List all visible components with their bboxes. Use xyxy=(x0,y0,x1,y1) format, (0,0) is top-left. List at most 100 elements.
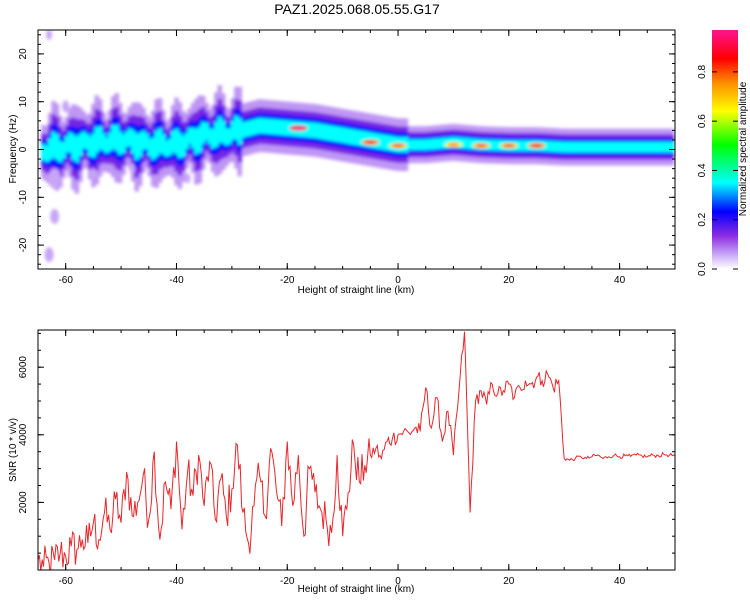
heatmap-cell xyxy=(323,124,329,140)
heatmap-cell xyxy=(652,141,658,153)
heatmap-cell xyxy=(303,121,309,138)
snr-y-tick-label: 4000 xyxy=(18,423,29,446)
spectrogram-x-tick-label: -40 xyxy=(169,275,184,286)
heatmap-cell xyxy=(217,116,223,143)
spectrogram-x-tick-label: 0 xyxy=(395,275,401,286)
heatmap-cell xyxy=(656,141,661,153)
heatmap-cell xyxy=(579,141,585,153)
heatmap-cell xyxy=(523,140,528,152)
heatmap-cell xyxy=(94,126,100,153)
snr-x-ticks: -60 -40 -20 0 20 40 xyxy=(37,330,676,587)
heatmap-cell xyxy=(563,141,568,153)
heatmap-cell xyxy=(61,142,66,159)
heatmap-cell xyxy=(360,130,365,147)
heatmap-noise-patch xyxy=(44,247,54,263)
heatmap-cell xyxy=(190,127,196,148)
heatmap-cell xyxy=(230,120,236,140)
heatmap-cell xyxy=(97,126,103,149)
heatmap-cell xyxy=(636,141,641,153)
heatmap-cell xyxy=(111,124,116,149)
heatmap-cell xyxy=(117,131,123,155)
heatmap-cell xyxy=(273,119,279,135)
heatmap-cell xyxy=(496,139,502,151)
heatmap-cell xyxy=(81,131,86,149)
heatmap-cell xyxy=(177,132,183,159)
colorbar-ticks: 0.0 0.2 0.4 0.6 0.8 xyxy=(697,64,738,276)
heatmap-cell xyxy=(254,118,259,135)
heatmap-cell xyxy=(583,141,588,153)
heatmap-cell xyxy=(184,132,189,149)
heatmap-cell xyxy=(307,122,312,138)
heatmap-cell xyxy=(543,140,548,152)
heatmap-cell xyxy=(343,128,349,144)
spectrogram-x-tick-label: 20 xyxy=(503,275,515,286)
heatmap-cell xyxy=(127,128,133,147)
heatmap-cell xyxy=(164,140,169,157)
colorbar-tick-label: 0.8 xyxy=(697,64,708,78)
heatmap-cell xyxy=(350,129,356,145)
heatmap-cell xyxy=(340,127,346,143)
heatmap-cell xyxy=(353,129,359,146)
heatmap-cell xyxy=(622,141,628,153)
heatmap-cell xyxy=(553,141,558,153)
heatmap-cell xyxy=(220,120,226,143)
heatmap-cell xyxy=(519,140,525,152)
spectrogram-x-label: Height of straight line (km) xyxy=(298,285,415,296)
heatmap-cell xyxy=(270,119,276,135)
heatmap-peak xyxy=(364,140,377,145)
colorbar-gradient xyxy=(712,30,738,269)
heatmap-cell xyxy=(167,138,173,156)
heatmap-cell xyxy=(493,139,498,151)
spectrogram-x-tick-label: -20 xyxy=(280,275,295,286)
heatmap-cell xyxy=(57,141,63,163)
heatmap-cell xyxy=(134,133,139,160)
heatmap-noise-patch xyxy=(62,100,70,113)
heatmap-cell xyxy=(619,141,625,153)
heatmap-cell xyxy=(250,119,256,135)
snr-x-tick-label: 20 xyxy=(503,576,515,587)
heatmap-cell xyxy=(443,137,449,149)
heatmap-cell xyxy=(227,128,233,144)
colorbar-tick-label: 0.6 xyxy=(697,114,708,128)
heatmap-cell xyxy=(463,138,469,149)
heatmap-peak xyxy=(530,143,543,148)
heatmap-cell xyxy=(433,138,439,150)
heatmap-cell xyxy=(114,124,120,151)
heatmap-cell xyxy=(436,138,442,149)
snr-x-tick-label: 0 xyxy=(395,576,401,587)
snr-panel: -60 -40 -20 0 20 40 2000 4000 6000 Height of st… xyxy=(8,329,676,595)
heatmap-cell xyxy=(197,126,203,153)
spectrogram-x-tick-label: -60 xyxy=(58,275,73,286)
colorbar-label: Normalized spectral amplitude xyxy=(738,81,749,216)
heatmap-cell xyxy=(107,132,113,152)
heatmap-cell xyxy=(67,132,73,153)
heatmap-cell xyxy=(64,136,70,153)
spectrogram-y-tick-label: -20 xyxy=(18,237,29,252)
heatmap-cell xyxy=(121,134,126,153)
spectrogram-y-tick-label: -10 xyxy=(18,190,29,205)
heatmap-cell xyxy=(629,141,635,153)
heatmap-cell xyxy=(87,136,93,156)
heatmap-cell xyxy=(101,133,106,151)
heatmap-cell xyxy=(154,130,159,157)
snr-x-label: Height of straight line (km) xyxy=(298,584,415,595)
heatmap-cell xyxy=(606,141,611,153)
heatmap-cell xyxy=(666,141,671,153)
heatmap-cell xyxy=(264,118,269,134)
heatmap-cell xyxy=(599,141,605,153)
colorbar-tick-label: 0.0 xyxy=(697,262,708,276)
heatmap-cell xyxy=(187,127,193,144)
heatmap-cell xyxy=(234,115,239,140)
heatmap-cell xyxy=(257,117,262,134)
heatmap-cell xyxy=(603,141,608,153)
heatmap-cell xyxy=(51,131,56,158)
heatmap-noise-patch xyxy=(50,208,60,224)
heatmap-cell xyxy=(589,141,595,153)
heatmap-cell xyxy=(566,141,572,153)
snr-x-tick-label: -60 xyxy=(58,576,73,587)
snr-y-tick-label: 6000 xyxy=(18,356,29,379)
spectrogram-x-ticks: -60 -40 -20 0 20 40 xyxy=(37,30,676,286)
heatmap-cell xyxy=(556,141,562,153)
heatmap-cell xyxy=(151,137,156,160)
